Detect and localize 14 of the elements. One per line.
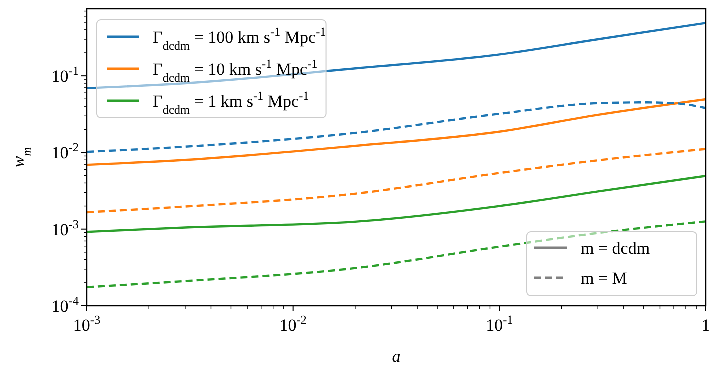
x-axis-title: a: [392, 347, 401, 366]
y-tick-label: 10$^{-1}$: [52, 64, 79, 86]
x-tick-label: 1: [702, 316, 710, 335]
y-tick-label: 10$^{-2}$: [52, 140, 79, 163]
legend-label: Γ$_{dcdm}$ = 1 km s$^{-1}$ Mpc$^{-1}$: [153, 89, 310, 117]
legend-label: Γ$_{dcdm}$ = 100 km s$^{-1}$ Mpc$^{-1}$: [153, 25, 326, 53]
annotation: m = M: [581, 269, 628, 288]
x-tick-label: 10$^{-2}$: [280, 313, 307, 335]
x-tick-label: 10$^{-1}$: [486, 313, 514, 335]
annotation: m = dcdm: [581, 239, 650, 258]
x-tick-label: 10$^{-3}$: [73, 313, 101, 335]
y-tick-label: 10$^{-4}$: [52, 294, 79, 316]
y-tick-label: 10$^{-3}$: [52, 217, 79, 240]
legend-label: Γ$_{dcdm}$ = 10 km s$^{-1}$ Mpc$^{-1}$: [153, 57, 318, 85]
